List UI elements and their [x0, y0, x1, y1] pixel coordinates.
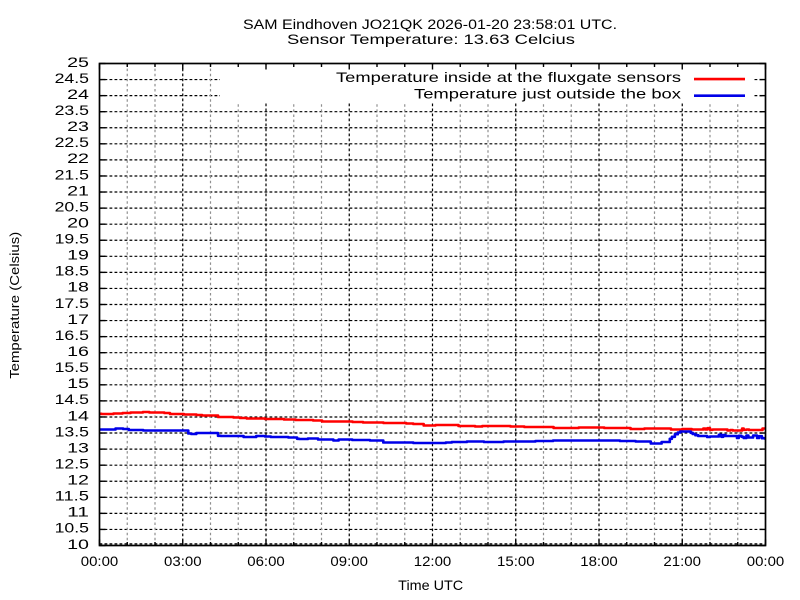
svg-text:00:00: 00:00: [747, 554, 785, 569]
svg-text:15:00: 15:00: [497, 554, 535, 569]
svg-text:21:00: 21:00: [663, 554, 701, 569]
svg-text:10: 10: [67, 537, 89, 552]
svg-text:24.5: 24.5: [55, 71, 89, 86]
svg-text:22: 22: [67, 151, 89, 166]
svg-text:Temperature (Celsius): Temperature (Celsius): [8, 232, 22, 379]
svg-text:23.5: 23.5: [55, 103, 89, 118]
svg-text:16: 16: [67, 344, 89, 359]
svg-text:13.5: 13.5: [55, 424, 89, 439]
svg-text:25: 25: [67, 55, 89, 70]
svg-text:19.5: 19.5: [55, 232, 89, 247]
svg-text:20: 20: [67, 216, 89, 231]
svg-text:18.5: 18.5: [55, 264, 89, 279]
svg-text:Temperature inside at the flux: Temperature inside at the fluxgate senso…: [336, 69, 681, 85]
svg-text:00:00: 00:00: [81, 554, 119, 569]
svg-text:Sensor Temperature: 13.63 Celc: Sensor Temperature: 13.63 Celcius: [287, 32, 575, 47]
svg-text:17: 17: [67, 312, 89, 327]
svg-text:18: 18: [67, 280, 89, 295]
svg-text:18:00: 18:00: [580, 554, 618, 569]
svg-text:22.5: 22.5: [55, 135, 89, 150]
svg-text:13: 13: [67, 440, 89, 455]
svg-text:21.5: 21.5: [55, 167, 89, 182]
svg-text:24: 24: [67, 87, 90, 102]
svg-text:14: 14: [67, 408, 90, 423]
svg-text:17.5: 17.5: [55, 296, 89, 311]
svg-text:20.5: 20.5: [55, 199, 89, 214]
svg-text:09:00: 09:00: [330, 554, 368, 569]
svg-text:06:00: 06:00: [247, 554, 285, 569]
svg-text:11.5: 11.5: [55, 489, 89, 504]
svg-text:23: 23: [67, 119, 89, 134]
svg-text:10.5: 10.5: [55, 521, 89, 536]
svg-text:16.5: 16.5: [55, 328, 89, 343]
svg-text:03:00: 03:00: [164, 554, 202, 569]
svg-text:14.5: 14.5: [55, 392, 89, 407]
svg-text:12: 12: [67, 473, 89, 488]
svg-text:15: 15: [67, 376, 89, 391]
svg-text:15.5: 15.5: [55, 360, 89, 375]
svg-text:SAM Eindhoven JO21QK 2026-01-2: SAM Eindhoven JO21QK 2026-01-20 23:58:01…: [243, 17, 617, 32]
svg-text:Temperature just outside the b: Temperature just outside the box: [414, 85, 681, 101]
svg-text:12.5: 12.5: [55, 457, 89, 472]
svg-text:Time UTC: Time UTC: [398, 577, 463, 593]
svg-text:19: 19: [67, 248, 89, 263]
svg-text:11: 11: [67, 505, 89, 520]
svg-text:21: 21: [67, 183, 89, 198]
svg-text:12:00: 12:00: [414, 554, 452, 569]
